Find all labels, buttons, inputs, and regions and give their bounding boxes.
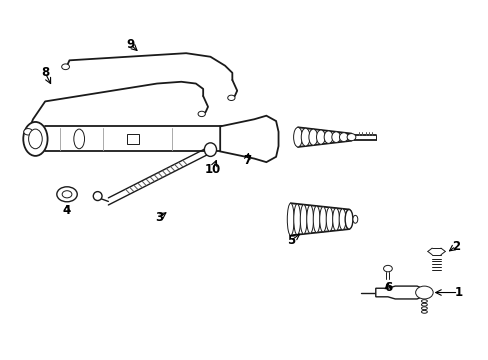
Text: 9: 9 (126, 38, 134, 51)
Text: 10: 10 (204, 163, 221, 176)
Ellipse shape (29, 129, 42, 149)
Polygon shape (375, 286, 424, 299)
Ellipse shape (293, 127, 302, 147)
Ellipse shape (61, 64, 69, 69)
Ellipse shape (332, 208, 339, 230)
Ellipse shape (198, 111, 205, 117)
Ellipse shape (306, 205, 313, 233)
Text: 2: 2 (451, 240, 459, 253)
Polygon shape (220, 116, 278, 162)
Text: 4: 4 (63, 204, 71, 217)
Ellipse shape (293, 204, 300, 235)
Circle shape (383, 265, 391, 272)
Ellipse shape (24, 129, 32, 135)
Bar (126, 134, 138, 144)
Text: 5: 5 (286, 234, 294, 247)
Ellipse shape (421, 310, 427, 313)
Text: 1: 1 (453, 286, 462, 299)
Ellipse shape (421, 303, 427, 306)
Ellipse shape (346, 134, 355, 141)
Ellipse shape (345, 210, 352, 229)
Ellipse shape (421, 307, 427, 310)
Ellipse shape (300, 204, 306, 234)
Ellipse shape (23, 122, 47, 156)
Ellipse shape (421, 300, 427, 302)
Ellipse shape (324, 131, 332, 143)
Circle shape (415, 286, 432, 299)
Text: 6: 6 (383, 281, 391, 294)
Ellipse shape (319, 207, 326, 232)
Ellipse shape (339, 209, 345, 230)
Ellipse shape (74, 129, 84, 149)
Ellipse shape (339, 133, 347, 141)
Ellipse shape (352, 215, 357, 223)
Text: 3: 3 (155, 211, 163, 224)
Ellipse shape (301, 128, 309, 146)
Ellipse shape (57, 187, 77, 202)
Ellipse shape (204, 143, 216, 157)
Ellipse shape (93, 192, 102, 201)
Ellipse shape (308, 129, 317, 145)
Ellipse shape (227, 95, 235, 100)
Text: 7: 7 (243, 154, 250, 167)
Ellipse shape (62, 191, 72, 198)
Ellipse shape (345, 210, 352, 229)
Ellipse shape (331, 132, 340, 143)
Text: 8: 8 (41, 66, 49, 79)
Ellipse shape (316, 130, 325, 144)
Ellipse shape (287, 203, 293, 235)
Ellipse shape (313, 206, 319, 233)
Ellipse shape (325, 207, 332, 231)
